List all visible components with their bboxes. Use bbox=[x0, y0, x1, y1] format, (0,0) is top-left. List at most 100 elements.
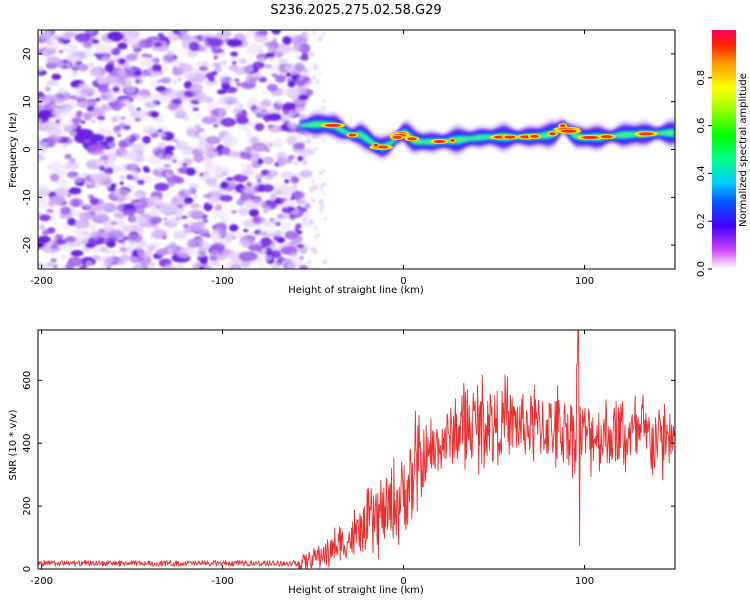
spectrogram-noise-speckle bbox=[183, 196, 194, 204]
spectrogram-noise-speckle bbox=[124, 77, 134, 85]
spectrogram-noise-speckle bbox=[79, 265, 88, 269]
spectrogram-noise-speckle bbox=[189, 203, 201, 209]
spectrogram-noise-speckle bbox=[311, 197, 316, 203]
spectrogram-noise-speckle bbox=[245, 164, 252, 169]
spectrogram-noise-speckle bbox=[161, 192, 172, 198]
spectrogram-noise-speckle bbox=[270, 246, 278, 251]
spectrogram-noise-speckle bbox=[213, 169, 220, 175]
spectrogram-noise-speckle bbox=[210, 109, 219, 118]
spectrogram-noise-speckle bbox=[182, 162, 188, 167]
spectrogram-track-hotspot-core bbox=[392, 135, 402, 139]
spectrogram-noise-speckle bbox=[298, 197, 308, 206]
spectrogram-noise-speckle bbox=[150, 241, 162, 248]
spectrogram-track-hotspot-core bbox=[504, 135, 516, 139]
spectrogram-noise-speckle bbox=[284, 230, 297, 240]
spectrogram-noise-speckle bbox=[157, 32, 165, 38]
spectrogram-noise-speckle bbox=[222, 179, 228, 183]
spectrogram-noise-speckle bbox=[269, 193, 277, 201]
spectrogram-noise-speckle bbox=[237, 207, 250, 216]
spectrogram-noise-speckle bbox=[102, 255, 114, 265]
spectrogram-noise-speckle bbox=[314, 236, 317, 239]
spectrogram-noise-speckle bbox=[50, 194, 66, 205]
spectrogram-noise-speckle bbox=[267, 124, 274, 129]
spectrogram-noise-speckle bbox=[222, 248, 235, 258]
spectrogram-noise-speckle bbox=[153, 41, 163, 48]
spectrogram-track-peak bbox=[300, 122, 675, 150]
spectrogram-noise-speckle bbox=[125, 155, 131, 161]
spectrogram-noise-speckle bbox=[303, 218, 306, 222]
spectrogram-noise-speckle bbox=[254, 76, 260, 81]
colorbar-tick-label: 0.6 bbox=[696, 118, 707, 134]
spectrogram-noise-speckle bbox=[264, 41, 275, 47]
spectrogram-noise-speckle bbox=[152, 168, 170, 177]
spectrogram-noise-speckle bbox=[188, 83, 203, 94]
spectrogram-noise-speckle bbox=[55, 105, 60, 109]
spectrogram-noise-speckle bbox=[209, 188, 222, 196]
spectrogram-noise-speckle bbox=[302, 221, 312, 228]
spectrogram-noise-speckle bbox=[164, 154, 174, 160]
spectrogram-noise-speckle bbox=[184, 219, 191, 226]
snr-frame bbox=[37, 329, 676, 570]
spectrogram-noise-speckle bbox=[179, 30, 191, 36]
spectrogram-noise-speckle bbox=[65, 155, 71, 159]
spectrogram-noise-speckle bbox=[172, 195, 179, 199]
spectrogram-noise-speckle bbox=[178, 95, 186, 100]
spectrogram-noise-speckle bbox=[99, 156, 108, 161]
colorbar-tick-label: 0.2 bbox=[696, 213, 707, 229]
spectrogram-noise-speckle bbox=[82, 112, 93, 121]
spectrogram-noise-speckle bbox=[205, 136, 221, 145]
snr-panel: -200 -100 0 100 0 200 400 600 Height of straig… bbox=[8, 329, 676, 596]
spectrogram-noise-speckle bbox=[152, 146, 165, 157]
spectrogram-noise-speckle bbox=[99, 165, 105, 172]
spectrogram-noise-speckle bbox=[66, 193, 72, 198]
spectrogram-noise-speckle bbox=[277, 58, 289, 66]
spectrogram-noise-speckle bbox=[214, 200, 220, 206]
spectrogram-noise-speckle bbox=[269, 63, 281, 73]
spectrogram-noise-speckle bbox=[298, 94, 309, 101]
spectrogram-noise-speckle bbox=[94, 172, 112, 182]
spectrogram-noise-speckle bbox=[70, 126, 77, 130]
spectrogram-noise-speckle bbox=[141, 264, 148, 269]
spectrogram-noise-speckle bbox=[109, 249, 118, 256]
spectrogram-noise-speckle bbox=[272, 37, 277, 41]
spectrogram-noise-speckle bbox=[54, 96, 65, 105]
spectrogram-noise-speckle bbox=[61, 109, 72, 115]
spectrogram-noise-speckle bbox=[160, 77, 172, 84]
spectrogram-noise-speckle bbox=[252, 106, 269, 116]
spectrogram-noise-speckle bbox=[256, 179, 262, 183]
spectrogram-noise-speckle bbox=[128, 240, 137, 246]
spectrogram-noise-speckle bbox=[297, 76, 304, 81]
spectrogram-track-hotspot-core bbox=[378, 145, 389, 149]
spectrogram-noise-speckle bbox=[271, 73, 278, 78]
spectrogram-noise-speckle bbox=[123, 209, 136, 217]
spectrogram-noise-speckle bbox=[236, 116, 249, 125]
spectrogram-noise-speckle bbox=[125, 163, 140, 172]
spectrogram-noise-speckle bbox=[173, 230, 188, 240]
spectrogram-noise-speckle bbox=[273, 262, 282, 269]
spectrogram-noise-speckle bbox=[198, 241, 211, 250]
spectrogram-noise-speckle bbox=[202, 194, 210, 199]
spectrogram-noise-speckle bbox=[135, 79, 140, 84]
spectrogram-noise-speckle bbox=[38, 109, 50, 120]
spectrogram-noise-speckle bbox=[209, 259, 221, 267]
spectrogram-noise-speckle bbox=[164, 263, 176, 269]
spectrogram-noise-speckle bbox=[47, 46, 54, 51]
spectrogram-noise-speckle bbox=[39, 197, 45, 201]
spectrogram-noise-speckle bbox=[276, 156, 287, 167]
spectrogram-noise-speckle bbox=[85, 260, 93, 267]
spectrogram-noise-speckle bbox=[215, 166, 232, 176]
spectrogram-noise-speckle bbox=[247, 30, 254, 34]
spectrogram-noise-speckle bbox=[101, 105, 107, 110]
spectrogram-noise-speckle bbox=[317, 207, 321, 210]
spectrogram-noise-speckle bbox=[47, 56, 61, 65]
spectrogram-noise-speckle bbox=[38, 155, 43, 160]
spectrogram-noise-speckle bbox=[203, 265, 213, 269]
spectrogram-noise-speckle bbox=[117, 260, 125, 266]
spectrogram-noise-speckle bbox=[315, 79, 320, 84]
spectrogram-noise-speckle bbox=[319, 171, 323, 175]
spectrogram-noise-speckle bbox=[198, 65, 209, 72]
spectrogram-noise-speckle bbox=[72, 71, 78, 77]
spectrogram-noise-speckle bbox=[70, 95, 78, 100]
spectrogram-noise-speckle bbox=[148, 68, 155, 72]
spectrogram-noise-speckle bbox=[171, 89, 181, 98]
